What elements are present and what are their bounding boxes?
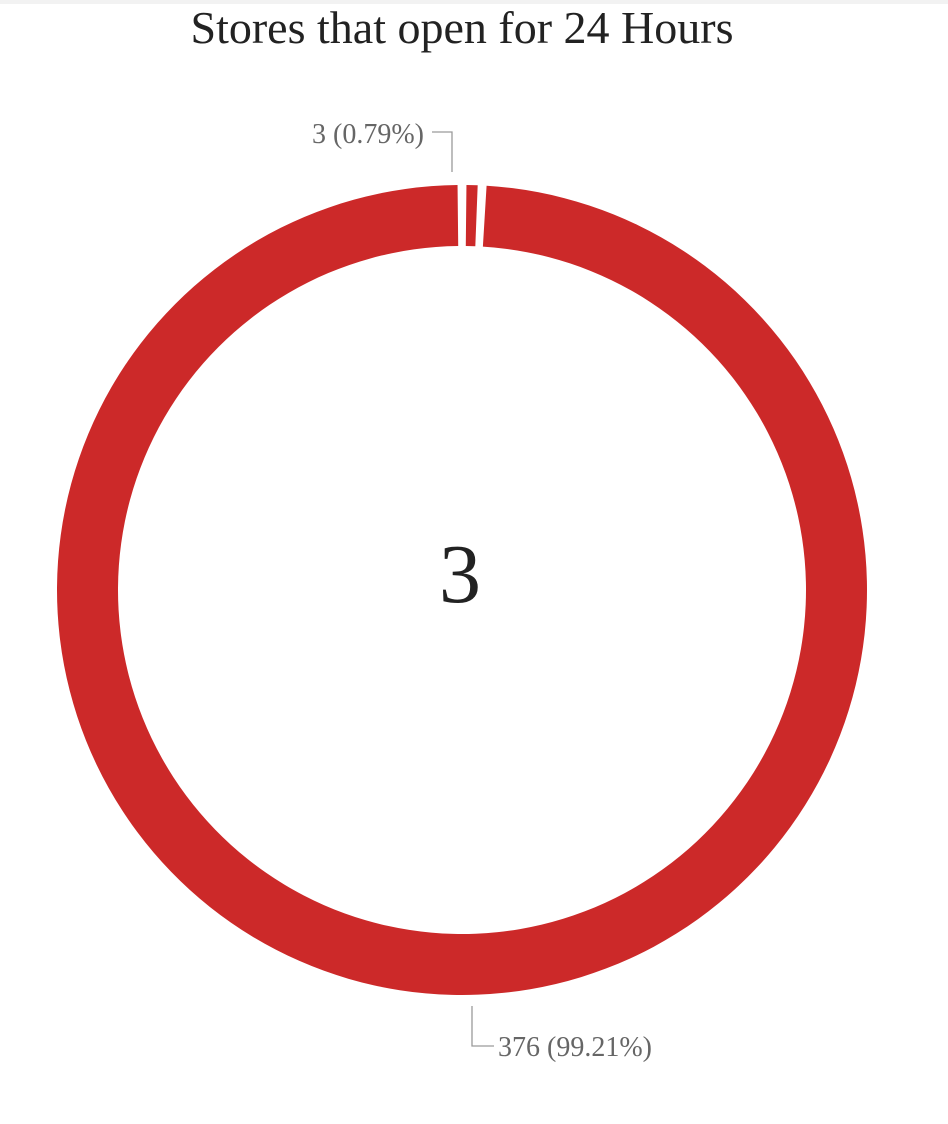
slices-group [57, 185, 868, 996]
leader-line-large [471, 1006, 494, 1047]
slice-small[interactable] [465, 185, 478, 247]
leader-line-small [432, 131, 453, 172]
leader-lines-group [432, 131, 494, 1047]
chart-title: Stores that open for 24 Hours [190, 2, 734, 53]
top-border [0, 0, 948, 4]
slice-label-large: 376 (99.21%) [498, 1032, 652, 1063]
center-value: 3 [439, 528, 481, 621]
slice-label-small: 3 (0.79%) [312, 119, 424, 150]
